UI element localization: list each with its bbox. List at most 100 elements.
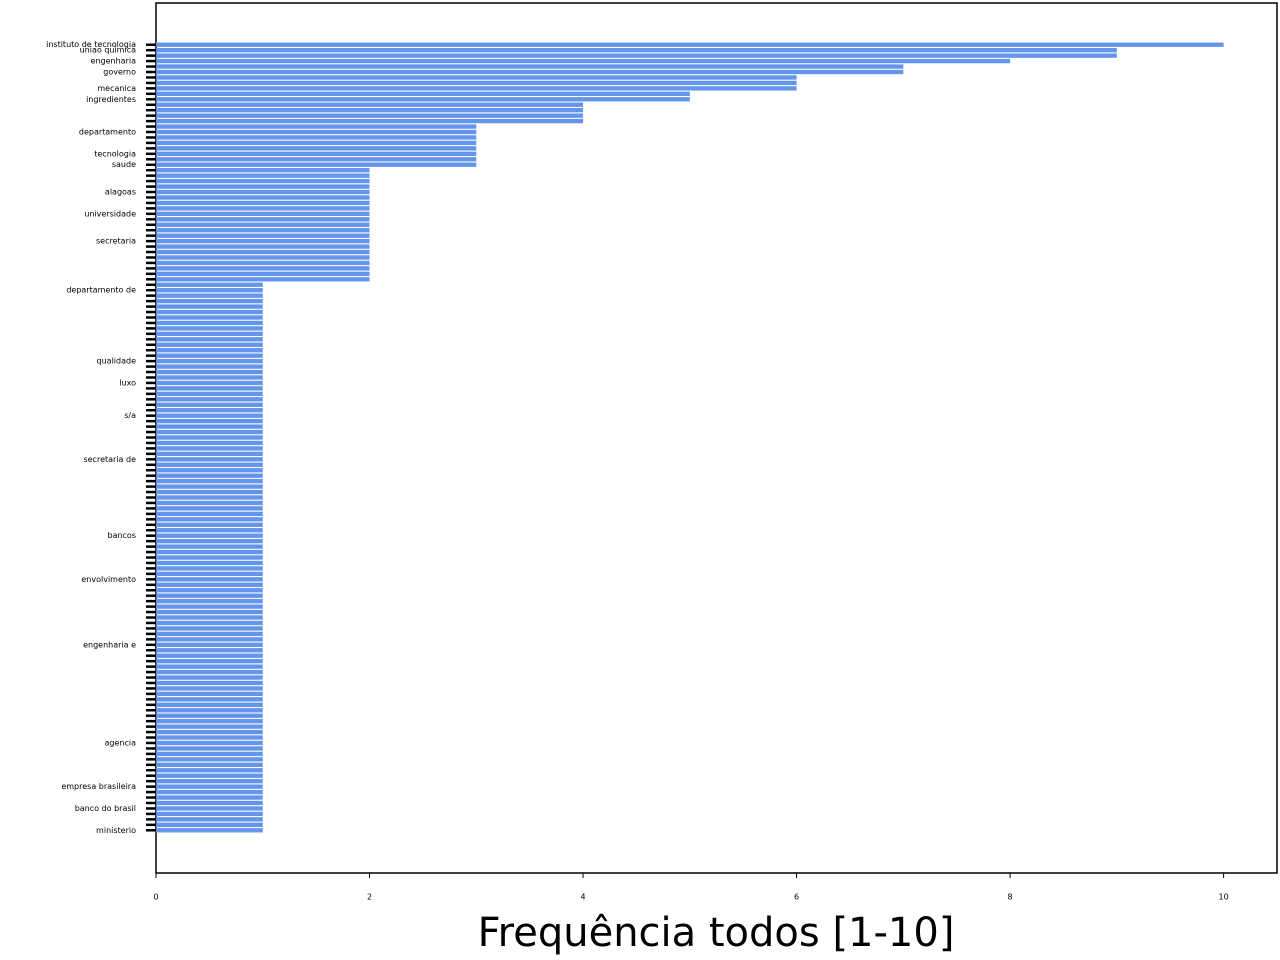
bar [156, 173, 370, 178]
bar [156, 708, 263, 713]
bar [156, 337, 263, 342]
bar [156, 206, 370, 211]
bar [156, 42, 1224, 47]
y-tick-label: envolvimento [81, 575, 136, 584]
bar [156, 386, 263, 391]
bar [156, 757, 263, 762]
bar [156, 571, 263, 577]
bar [156, 157, 477, 162]
bar [156, 97, 690, 102]
x-tick-label: 6 [794, 893, 799, 902]
bar [156, 364, 263, 369]
bar [156, 222, 370, 227]
bar [156, 304, 263, 309]
bar [156, 653, 263, 658]
bar [156, 151, 477, 157]
bar [156, 282, 263, 287]
bar [156, 168, 370, 173]
bar [156, 451, 263, 457]
bar [156, 435, 263, 440]
bar [156, 538, 263, 544]
bar [156, 326, 263, 331]
y-tick-label: uniao quimica [80, 46, 136, 55]
bar [156, 593, 263, 598]
y-tick-label: secretaria [96, 237, 136, 246]
bar [156, 413, 263, 418]
bar [156, 288, 263, 293]
bar [156, 162, 477, 167]
bar [156, 58, 1011, 64]
bar [156, 751, 263, 757]
bar [156, 102, 584, 107]
bar [156, 533, 263, 538]
bar [156, 353, 263, 358]
bar [156, 598, 263, 604]
bar [156, 271, 370, 277]
bar [156, 500, 263, 506]
bar [156, 729, 263, 735]
bar [156, 817, 263, 822]
bar [156, 244, 370, 249]
bar [156, 828, 263, 833]
y-tick-label: banco do brasil [75, 804, 136, 813]
bar [156, 517, 263, 522]
bar [156, 184, 370, 189]
bar [156, 473, 263, 478]
bar [156, 446, 263, 451]
bar [156, 462, 263, 467]
bar [156, 64, 904, 69]
y-tick-label: agencia [105, 738, 137, 747]
bar [156, 309, 263, 315]
bar [156, 48, 1117, 53]
y-tick-label: alagoas [105, 188, 136, 197]
bar [156, 260, 370, 266]
y-tick-label: mecanica [97, 84, 136, 93]
bar [156, 440, 263, 446]
x-tick-label: 4 [581, 893, 586, 902]
bar [156, 331, 263, 337]
bar [156, 577, 263, 582]
bar [156, 91, 690, 97]
bar [156, 631, 263, 637]
bar [156, 697, 263, 702]
y-tick-label: ministerio [96, 826, 136, 835]
bar [156, 811, 263, 817]
bar [156, 740, 263, 746]
bar [156, 626, 263, 631]
bar [156, 664, 263, 669]
bar [156, 680, 263, 686]
bar [156, 266, 370, 271]
bar [156, 233, 370, 238]
y-tick-label: engenharia [91, 57, 137, 66]
bar [156, 713, 263, 718]
y-tick-label: qualidade [97, 357, 137, 366]
bar [156, 675, 263, 680]
bar [156, 768, 263, 773]
bar [156, 560, 263, 566]
bar [156, 228, 370, 233]
bar [156, 615, 263, 620]
y-tick-label: bancos [107, 531, 136, 540]
bar [156, 789, 263, 795]
bar [156, 108, 584, 113]
bar [156, 348, 263, 353]
bar [156, 686, 263, 691]
bar [156, 315, 263, 320]
bar [156, 429, 263, 435]
bar [156, 555, 263, 560]
bar [156, 189, 370, 195]
bar [156, 211, 370, 217]
bar [156, 604, 263, 609]
bar [156, 217, 370, 222]
bar [156, 342, 263, 347]
y-tick-label: departamento [79, 128, 136, 137]
bar [156, 178, 370, 184]
bar [156, 582, 263, 587]
bar [156, 195, 370, 200]
bar [156, 380, 263, 386]
x-tick-label: 8 [1008, 893, 1013, 902]
bar [156, 822, 263, 827]
bar [156, 478, 263, 484]
x-tick-label: 0 [153, 893, 158, 902]
bar [156, 391, 263, 397]
